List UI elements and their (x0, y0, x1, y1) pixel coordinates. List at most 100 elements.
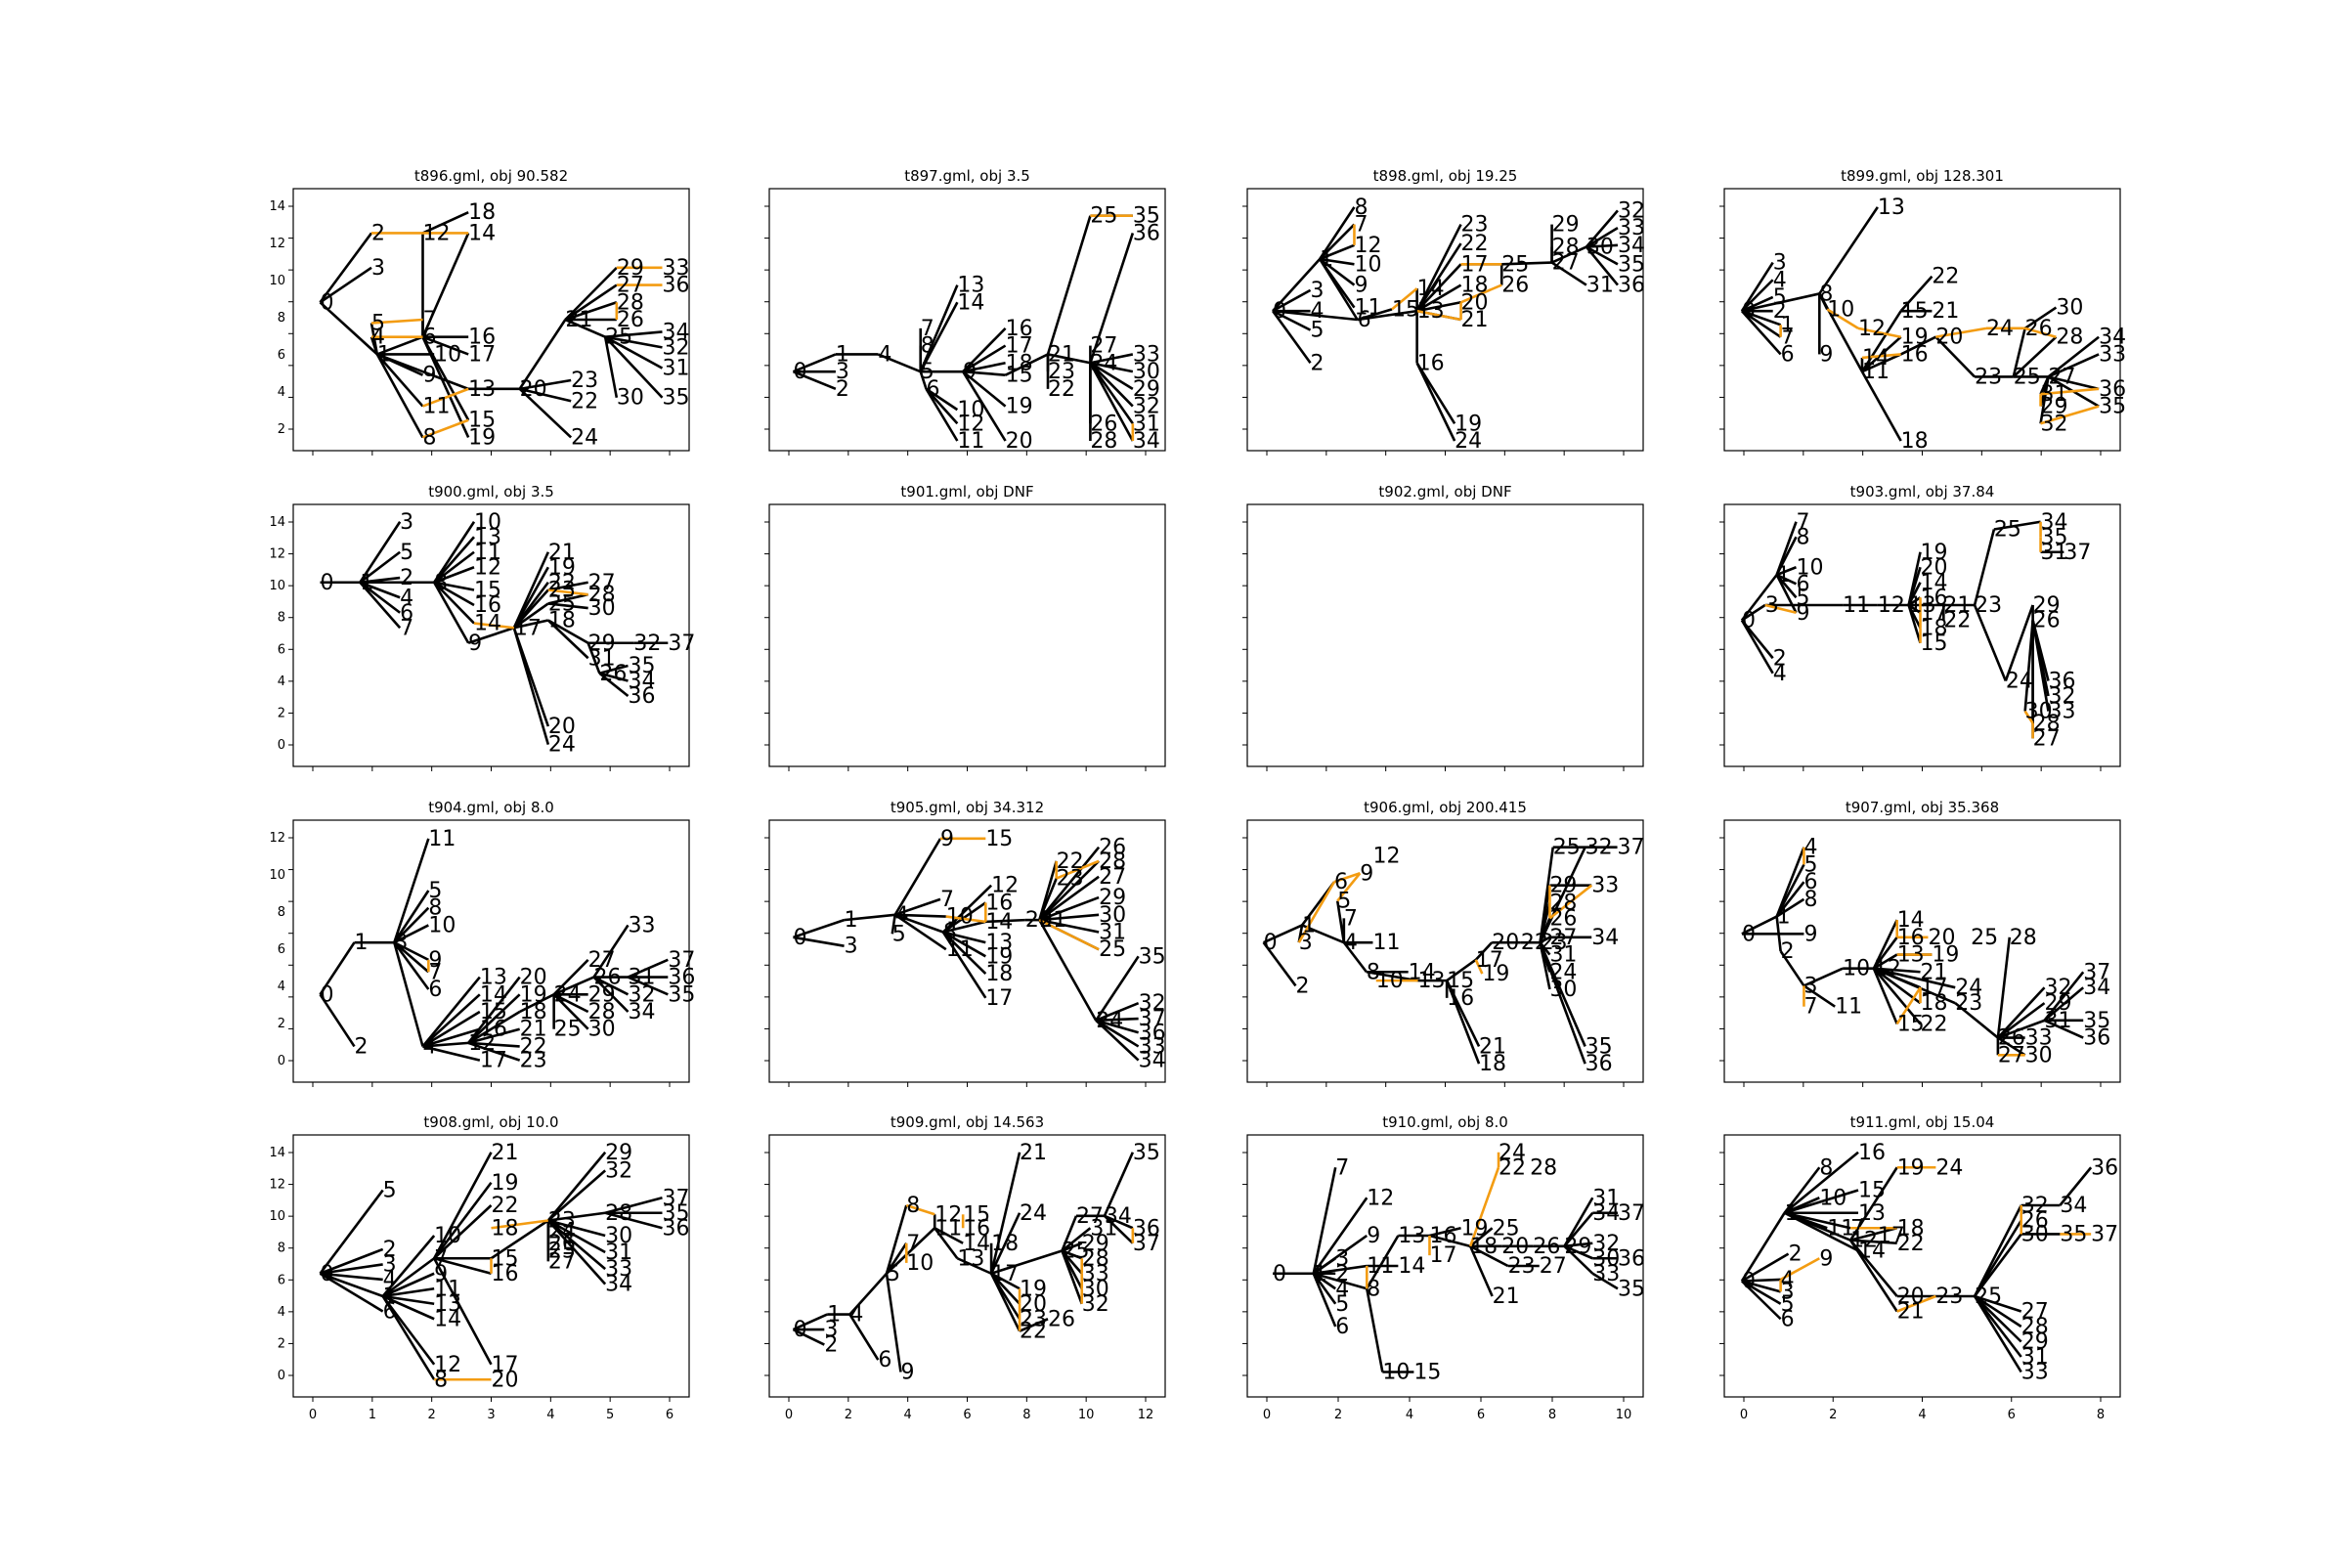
tree-edge (1095, 1019, 1139, 1034)
tree-edge (553, 976, 595, 996)
node-label: 21 (1493, 1285, 1520, 1309)
node-label: 31 (2041, 541, 2068, 565)
axes-frame (768, 819, 1166, 1083)
node-label: 14 (1897, 908, 1925, 933)
node-label: 26 (2021, 1209, 2049, 1234)
node-label: 5 (892, 922, 906, 946)
panel: t910.gml, obj 8.00 2 4 6 8 100 171293245611814… (1242, 1113, 1645, 1422)
node-label: 0 (1273, 299, 1286, 324)
x-tick-label: 10 (1078, 1408, 1095, 1422)
node-label: 21 (1039, 908, 1066, 933)
node-label: 32 (1592, 1232, 1620, 1256)
node-label: 9 (428, 948, 442, 973)
tree-edge (433, 536, 475, 584)
node-label: 15 (474, 579, 501, 603)
tree-edge (513, 619, 549, 630)
tree-edge (1038, 859, 1101, 922)
panel-title: t910.gml, obj 8.0 (1382, 1113, 1508, 1131)
node-label: 25 (1971, 926, 1998, 950)
node-label: 3 (1765, 593, 1779, 618)
node-label: 20 (1928, 926, 1955, 950)
tree-edge (1039, 918, 1100, 934)
node-label: 14 (480, 982, 507, 1007)
tree-edge (547, 1219, 606, 1254)
tree-edge (1038, 919, 1098, 1022)
tree-edge (1783, 1166, 1821, 1214)
node-label: 30 (1082, 1277, 1109, 1301)
tree-edge (1775, 916, 1782, 952)
node-label: 12 (1372, 845, 1400, 869)
node-label: 10 (474, 510, 501, 535)
node-label: 32 (629, 982, 656, 1007)
node-label: 27 (1552, 251, 1580, 276)
y-tick-label: 12 (269, 1178, 285, 1193)
node-label: 17 (1476, 948, 1503, 973)
node-label: 8 (1367, 960, 1380, 984)
node-label: 26 (1048, 1307, 1075, 1331)
node-label: 18 (985, 962, 1013, 986)
tree-edge (1047, 353, 1091, 365)
highlighted-edge (491, 1219, 549, 1230)
highlighted-edge (1764, 603, 1797, 615)
node-label: 7 (1335, 1155, 1349, 1180)
node-label: 35 (668, 982, 695, 1007)
tree-edge (381, 1257, 435, 1298)
node-label: 3 (1311, 279, 1325, 303)
tree-edge (1090, 353, 1134, 365)
node-label: 25 (1099, 937, 1126, 962)
node-label: 32 (2048, 684, 2075, 709)
node-label: 18 (991, 1232, 1019, 1256)
node-label: 36 (2048, 670, 2075, 694)
x-tick-label: 4 (904, 1408, 912, 1422)
node-label: 17 (1921, 976, 1948, 1000)
node-label: 34 (1592, 1201, 1620, 1226)
tree-edge (1095, 955, 1140, 1022)
tree-edge (547, 619, 589, 644)
tree-edge (627, 976, 669, 996)
node-label: 24 (554, 982, 582, 1007)
highlighted-edge (1468, 1166, 1500, 1247)
highlighted-edge (2040, 405, 2100, 425)
node-label: 33 (2048, 700, 2075, 724)
node-label: 22 (1921, 1012, 1948, 1036)
tree-edge (1872, 968, 1898, 1024)
tree-edge (564, 318, 606, 338)
node-label: 12 (1850, 1229, 1878, 1253)
x-tick-label: 12 (1138, 1408, 1154, 1422)
node-label: 2 (836, 377, 849, 402)
tree-edge (586, 642, 601, 675)
node-label: 24 (1986, 317, 2014, 341)
panel-title: t911.gml, obj 15.04 (1850, 1113, 1995, 1131)
node-label: 37 (668, 948, 695, 973)
tree-edge (467, 976, 521, 1044)
highlighted-edge (1297, 881, 1336, 943)
tree-edge (1089, 362, 1134, 425)
node-label: 16 (1429, 1224, 1456, 1248)
node-label: 27 (2033, 726, 2061, 751)
node-label: 31 (1099, 921, 1126, 945)
node-label: 34 (1105, 1204, 1132, 1229)
tree-edge (1038, 895, 1100, 922)
node-label: 0 (1273, 1262, 1286, 1286)
node-label: 1 (836, 342, 849, 367)
node-label: 10 (1819, 1186, 1846, 1210)
node-label: 33 (1592, 1262, 1620, 1286)
tree-edge (2023, 620, 2034, 712)
node-label: 19 (548, 555, 576, 580)
tree-edge (1860, 310, 1902, 372)
node-label: 20 (1921, 555, 1948, 580)
x-tick-label: 4 (1918, 1408, 1926, 1422)
x-tick-label: 8 (1022, 1408, 1030, 1422)
node-label: 15 (1392, 297, 1419, 322)
tree-edge (1263, 924, 1303, 944)
tree-edge (1973, 1295, 2022, 1373)
node-label: 4 (383, 1268, 397, 1292)
node-label: 32 (2045, 976, 2072, 1000)
node-label: 12 (1367, 1186, 1394, 1210)
node-label: 4 (400, 586, 413, 610)
node-label: 12 (957, 412, 984, 436)
node-label: 12 (474, 555, 501, 580)
tree-edge (1313, 1272, 1368, 1290)
